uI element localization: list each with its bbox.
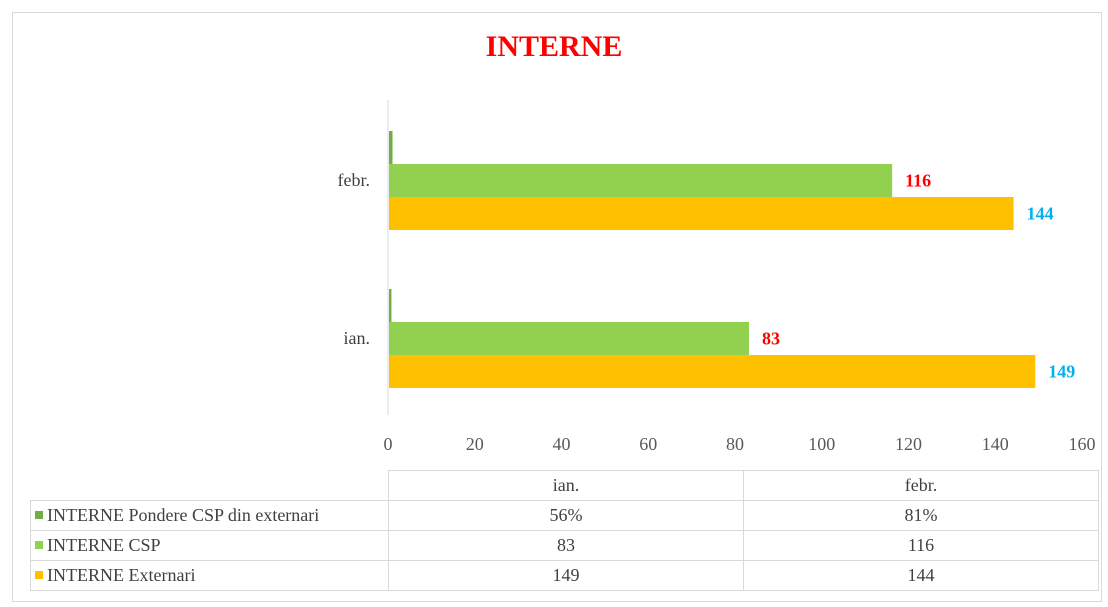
data-table-cell: 149 xyxy=(388,560,744,591)
data-table-row-header: INTERNE Externari xyxy=(30,560,389,591)
x-tick-label: 80 xyxy=(726,434,744,454)
data-table-header-febr: febr. xyxy=(743,470,1099,501)
data-table-header-ian: ian. xyxy=(388,470,744,501)
x-tick-label: 20 xyxy=(466,434,484,454)
x-tick-label: 60 xyxy=(639,434,657,454)
category-label: ian. xyxy=(344,328,371,348)
x-tick-label: 100 xyxy=(808,434,835,454)
legend-key-externari xyxy=(35,570,43,579)
data-table-row: INTERNE Pondere CSP din externari 56% 81… xyxy=(30,500,1099,531)
data-table-cell: 56% xyxy=(388,500,744,531)
category-label: febr. xyxy=(338,170,370,190)
bar xyxy=(389,197,1014,230)
data-table-corner xyxy=(30,470,389,501)
data-table-cell: 83 xyxy=(388,530,744,561)
legend-key-csp xyxy=(35,540,43,549)
x-tick-label: 120 xyxy=(895,434,922,454)
data-table-row: INTERNE Externari 149 144 xyxy=(30,560,1099,591)
legend-key-pondere xyxy=(35,510,43,519)
data-table: ian. febr. INTERNE Pondere CSP din exter… xyxy=(30,470,1099,591)
data-label: 144 xyxy=(1027,204,1054,224)
bar xyxy=(389,131,393,164)
data-table-row-header: INTERNE Pondere CSP din externari xyxy=(30,500,389,531)
bar xyxy=(389,355,1036,388)
data-table-cell: 144 xyxy=(743,560,1099,591)
series-name-csp: INTERNE CSP xyxy=(47,535,161,555)
bar xyxy=(389,322,750,355)
x-tick-label: 0 xyxy=(384,434,393,454)
bar xyxy=(389,289,392,322)
data-label: 149 xyxy=(1048,362,1075,382)
data-table-row: INTERNE CSP 83 116 xyxy=(30,530,1099,561)
x-tick-label: 160 xyxy=(1069,434,1096,454)
x-tick-label: 40 xyxy=(553,434,571,454)
data-label: 116 xyxy=(905,171,931,191)
chart-title: INTERNE xyxy=(485,30,623,63)
data-table-cell: 81% xyxy=(743,500,1099,531)
series-name-pondere: INTERNE Pondere CSP din externari xyxy=(47,505,320,525)
data-table-header-row: ian. febr. xyxy=(30,470,1099,501)
series-name-externari: INTERNE Externari xyxy=(47,565,196,585)
bar xyxy=(389,164,893,197)
data-table-row-header: INTERNE CSP xyxy=(30,530,389,561)
data-table-cell: 116 xyxy=(743,530,1099,561)
x-tick-label: 140 xyxy=(982,434,1009,454)
data-label: 83 xyxy=(762,329,780,349)
